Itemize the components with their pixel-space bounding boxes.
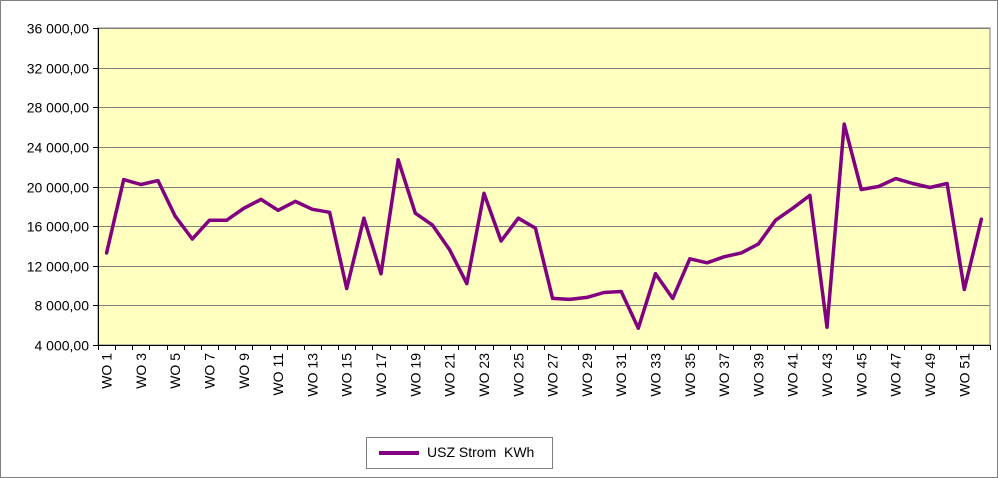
data-point [962, 287, 966, 292]
x-tick-label: WO 39 [750, 353, 766, 397]
x-tick-label: WO 1 [99, 353, 115, 389]
data-point [156, 179, 160, 183]
data-point [225, 218, 229, 222]
data-point [825, 325, 829, 329]
data-point [774, 218, 778, 222]
x-tick-label: WO 31 [613, 353, 629, 397]
data-point [756, 242, 761, 246]
plot-area [97, 27, 991, 346]
data-point [259, 197, 263, 201]
y-tick-label: 8 000,00 [35, 298, 90, 314]
data-point [465, 282, 469, 286]
x-tick-label: WO 7 [202, 353, 218, 389]
data-point [671, 296, 675, 300]
data-point [688, 257, 692, 261]
data-point [139, 182, 143, 187]
data-point [105, 251, 109, 255]
data-point [499, 239, 503, 243]
data-point [928, 185, 932, 190]
data-point [842, 122, 846, 126]
data-point [636, 326, 640, 330]
y-tick-label: 20 000,00 [27, 180, 89, 196]
data-point [242, 206, 246, 210]
data-point [619, 289, 623, 294]
data-point [568, 297, 572, 301]
x-tick-label: WO 25 [510, 353, 526, 397]
data-point [516, 216, 520, 220]
legend-label: USZ Strom KWh [427, 444, 535, 460]
data-point [911, 181, 915, 186]
x-tick-label: WO 3 [133, 353, 149, 389]
data-point [945, 181, 949, 186]
data-point [379, 272, 383, 276]
x-tick-label: WO 13 [304, 353, 320, 397]
data-point [653, 272, 658, 276]
x-tick-label: WO 33 [648, 353, 664, 397]
data-point [276, 208, 280, 212]
y-tick-label: 12 000,00 [27, 259, 89, 275]
x-tick-label: WO 9 [236, 353, 252, 389]
data-point [122, 178, 126, 182]
y-tick-label: 36 000,00 [27, 21, 89, 37]
x-tick-label: WO 29 [579, 353, 595, 397]
data-point [739, 251, 743, 255]
data-point [894, 177, 898, 181]
x-tick-label: WO 17 [373, 353, 389, 397]
data-point [551, 296, 555, 300]
data-point [602, 290, 606, 295]
data-point [207, 218, 212, 222]
x-tick-label: WO 45 [853, 353, 869, 397]
data-point [345, 286, 349, 291]
x-tick-label: WO 47 [888, 353, 904, 397]
data-point [808, 193, 812, 197]
x-tick-label: WO 41 [785, 353, 801, 397]
data-point [533, 226, 538, 230]
data-point [876, 184, 881, 189]
data-point [396, 158, 400, 162]
legend: USZ Strom KWh [366, 437, 553, 469]
x-tick-label: WO 19 [407, 353, 423, 397]
x-tick-label: WO 21 [442, 353, 458, 397]
data-point [722, 255, 726, 259]
data-point [448, 248, 452, 252]
x-tick-label: WO 5 [167, 353, 183, 389]
data-point [190, 237, 194, 241]
data-point [430, 223, 435, 227]
data-point [173, 214, 177, 218]
data-point [413, 211, 417, 215]
data-point [859, 187, 863, 192]
x-tick-label: WO 51 [956, 353, 972, 397]
y-tick-label: 32 000,00 [27, 61, 89, 77]
data-point [328, 210, 332, 214]
data-point [585, 295, 589, 299]
data-point [293, 199, 297, 203]
legend-swatch [379, 451, 419, 455]
y-tick-label: 4 000,00 [35, 338, 90, 354]
data-point [482, 191, 486, 195]
data-point [705, 261, 709, 265]
x-tick-label: WO 15 [339, 353, 355, 397]
x-tick-label: WO 49 [922, 353, 938, 397]
y-tick-label: 28 000,00 [27, 100, 89, 116]
y-tick-label: 24 000,00 [27, 140, 89, 156]
data-point [310, 207, 314, 211]
series-line [104, 122, 984, 330]
data-point [979, 217, 984, 221]
x-tick-label: WO 35 [682, 353, 698, 397]
y-tick-label: 16 000,00 [27, 219, 89, 235]
x-tick-label: WO 37 [716, 353, 732, 397]
data-point [791, 206, 795, 210]
data-point [362, 216, 366, 220]
x-tick-label: WO 43 [819, 353, 835, 397]
x-tick-label: WO 11 [270, 353, 286, 396]
x-tick-label: WO 23 [476, 353, 492, 397]
x-tick-label: WO 27 [545, 353, 561, 397]
